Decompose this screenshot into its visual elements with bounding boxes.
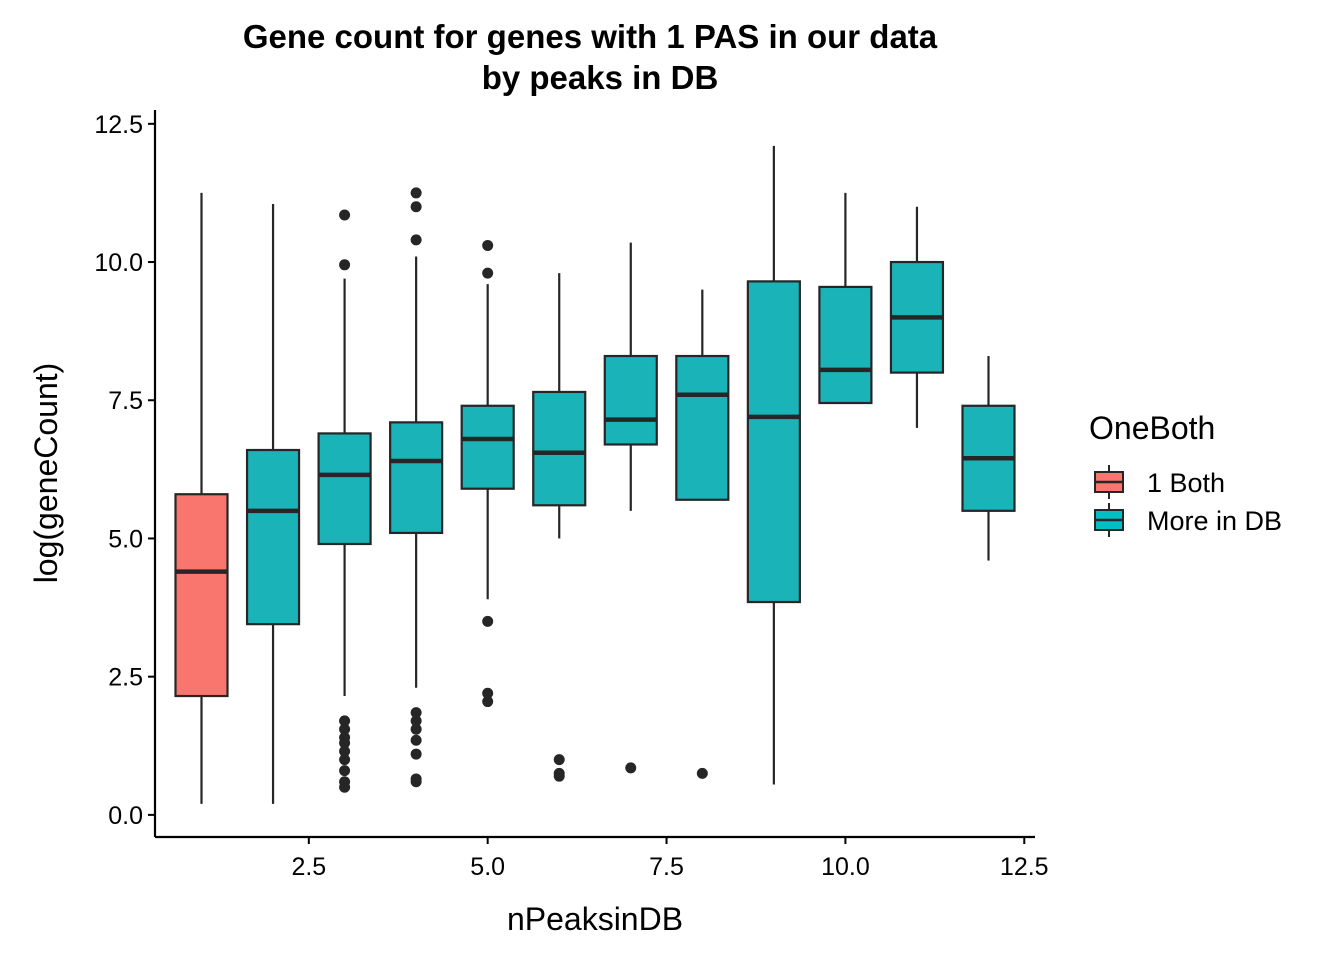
- box-group-10: [818, 192, 873, 405]
- x-tick-label: 10.0: [821, 853, 870, 881]
- outlier-point: [410, 234, 422, 246]
- outlier-point: [553, 770, 565, 782]
- y-tick-label: 0.0: [108, 802, 143, 830]
- x-tick-label: 2.5: [291, 853, 326, 881]
- legend-items: 1 Both More in DB: [1094, 465, 1282, 537]
- box-group-7: [603, 242, 658, 774]
- outlier-point: [339, 715, 351, 727]
- box-group-3: [317, 209, 372, 793]
- outlier-point: [339, 209, 351, 221]
- outlier-point: [482, 239, 494, 251]
- legend-label: 1 Both: [1147, 468, 1225, 498]
- ticks-layer: 0.0 2.5 5.0 7.5 10.0 12.5 2.5 5.0 7.5 10.0 12.5: [94, 111, 1048, 881]
- outlier-point: [696, 767, 708, 779]
- y-tick-label: 10.0: [94, 249, 143, 277]
- x-axis-title: nPeaksinDB: [507, 901, 683, 937]
- box-group-12: [961, 356, 1016, 561]
- outlier-point: [339, 745, 351, 757]
- outlier-point: [410, 707, 422, 719]
- box-body: [460, 404, 515, 490]
- boxes-layer: [174, 145, 1016, 804]
- outlier-point: [553, 754, 565, 766]
- box-body: [746, 280, 801, 604]
- outlier-point: [410, 187, 422, 199]
- chart-title-line1: Gene count for genes with 1 PAS in our d…: [243, 18, 938, 55]
- outlier-point: [410, 734, 422, 746]
- outlier-point: [339, 754, 351, 766]
- outlier-point: [482, 696, 494, 708]
- outlier-point: [482, 687, 494, 699]
- box-body: [174, 493, 229, 698]
- x-tick-label: 12.5: [1000, 853, 1049, 881]
- outlier-point: [410, 201, 422, 213]
- box-group-9: [746, 145, 801, 785]
- outlier-point: [339, 737, 351, 749]
- legend-label: More in DB: [1147, 506, 1282, 536]
- box-group-8: [675, 289, 730, 779]
- legend-title: OneBoth: [1089, 410, 1215, 446]
- box-body: [317, 432, 372, 546]
- box-body: [818, 285, 873, 405]
- outlier-point: [482, 267, 494, 279]
- y-tick-label: 2.5: [108, 664, 143, 692]
- outlier-point: [482, 615, 494, 627]
- outlier-point: [339, 781, 351, 793]
- y-tick-label: 5.0: [108, 525, 143, 553]
- outlier-point: [339, 765, 351, 777]
- box-group-11: [889, 206, 945, 428]
- legend-item: 1 Both: [1094, 465, 1225, 499]
- box-body: [675, 354, 730, 501]
- legend: OneBoth 1 Both More in DB: [1089, 410, 1282, 537]
- outlier-point: [410, 723, 422, 735]
- box-group-6: [532, 273, 587, 782]
- outlier-point: [339, 259, 351, 271]
- box-body: [389, 421, 444, 535]
- x-tick-label: 5.0: [470, 853, 505, 881]
- box-body: [532, 390, 587, 507]
- outlier-point: [410, 748, 422, 760]
- outlier-point: [339, 723, 351, 735]
- chart-title-line2: by peaks in DB: [482, 59, 719, 96]
- box-body: [603, 354, 658, 446]
- box-group-4: [389, 187, 444, 788]
- x-tick-label: 7.5: [649, 853, 684, 881]
- y-tick-label: 12.5: [94, 111, 143, 139]
- outlier-point: [410, 776, 422, 788]
- outlier-point: [625, 762, 637, 774]
- box-group-1: [174, 192, 229, 804]
- y-tick-label: 7.5: [108, 387, 143, 415]
- box-group-2: [245, 203, 301, 804]
- box-body: [245, 448, 301, 626]
- legend-item: More in DB: [1094, 503, 1282, 537]
- outlier-point: [410, 715, 422, 727]
- box-group-5: [460, 239, 515, 708]
- y-axis-title: log(geneCount): [28, 363, 64, 584]
